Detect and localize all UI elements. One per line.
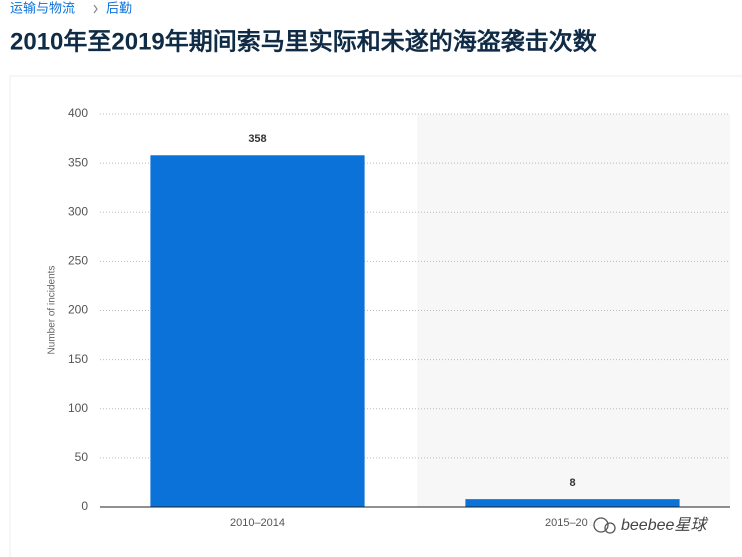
bar [150, 155, 365, 507]
value-label: 8 [569, 477, 575, 489]
y-axis-label: Number of incidents [47, 266, 58, 355]
y-tick-label: 350 [68, 155, 88, 169]
watermark-icon [593, 517, 609, 533]
breadcrumb-link[interactable]: 后勤 [106, 0, 132, 15]
y-tick-label: 0 [81, 499, 88, 513]
plot: 0 50 100 150 200 250 300 350 400 2010–2014 358 2015… [68, 106, 730, 529]
y-tick-label: 100 [68, 401, 88, 415]
y-tick-label: 250 [68, 254, 88, 268]
watermark: beebee星球 [621, 516, 708, 534]
breadcrumb-separator [93, 4, 98, 14]
chart-title: 2010年至2019年期间索马里实际和未遂的海盗袭击次数 [10, 27, 598, 55]
bar [465, 499, 680, 507]
watermark-bg [588, 512, 730, 542]
value-label: 358 [248, 133, 266, 145]
y-tick-label: 400 [68, 106, 88, 120]
watermark-icon [604, 522, 616, 534]
y-tick-label: 50 [75, 450, 89, 464]
y-tick-label: 300 [68, 204, 88, 218]
y-tick-label: 200 [68, 303, 88, 317]
y-tick-label: 150 [68, 352, 88, 366]
breadcrumb-link[interactable]: 运输与物流 [10, 0, 75, 15]
x-tick-label: 2010–2014 [230, 517, 285, 529]
x-tick-label: 2015–2019 [545, 517, 600, 529]
